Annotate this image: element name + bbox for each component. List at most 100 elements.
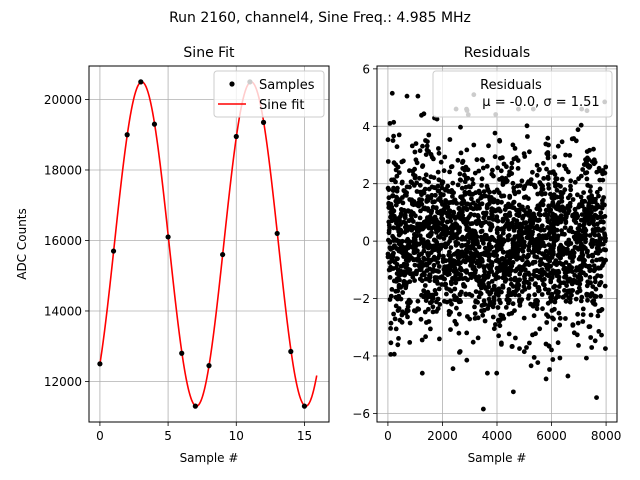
residuals-ytick-label: 6	[362, 62, 370, 76]
residual-point	[393, 303, 399, 309]
residual-point	[510, 224, 516, 230]
residual-point	[557, 315, 563, 321]
residual-point	[593, 206, 599, 211]
sample-point	[138, 79, 144, 85]
residual-point	[447, 137, 453, 142]
residual-point	[417, 175, 422, 181]
residual-point	[556, 310, 562, 316]
residual-point	[437, 275, 443, 280]
residual-point	[585, 155, 590, 161]
residual-point	[490, 167, 495, 173]
residual-point	[587, 324, 593, 329]
residual-point	[409, 143, 415, 149]
residuals-xtick-label: 4000	[482, 429, 513, 443]
residual-point	[480, 281, 486, 287]
residual-point	[403, 209, 408, 215]
residual-point	[534, 268, 540, 274]
residual-point	[565, 373, 571, 379]
residual-point	[474, 221, 480, 227]
residual-point	[422, 283, 428, 288]
residual-point	[602, 170, 608, 176]
residual-point	[390, 138, 396, 144]
residual-point	[397, 273, 402, 278]
residual-point	[499, 193, 504, 199]
residual-point	[526, 285, 532, 290]
residual-point	[417, 227, 423, 232]
residual-point	[436, 269, 441, 274]
residual-point	[575, 192, 580, 198]
residual-point	[539, 191, 545, 197]
residual-point	[428, 326, 433, 332]
residual-point	[399, 179, 405, 185]
residual-point	[479, 308, 484, 314]
residual-point	[419, 370, 425, 376]
residual-point	[554, 187, 560, 193]
residual-point	[477, 282, 482, 288]
sine-fit-grid	[89, 66, 329, 422]
residual-point	[480, 312, 486, 318]
residuals-ytick-label: 0	[362, 235, 370, 249]
residual-point	[602, 231, 607, 237]
residual-point	[407, 320, 413, 326]
residual-point	[556, 162, 562, 168]
residual-point	[535, 238, 541, 244]
residual-point	[446, 189, 451, 194]
residual-point	[578, 298, 584, 304]
residual-point	[388, 209, 394, 215]
residual-point	[458, 150, 464, 156]
residual-point	[568, 178, 574, 184]
residual-point	[537, 167, 542, 172]
residual-point	[494, 239, 500, 245]
residual-point	[396, 336, 401, 341]
residual-point	[503, 268, 509, 274]
residuals-panel: Residuals 0 2000 4000 6000 8000 −6 −4 −2 0 2 4 6 Sa…	[352, 45, 621, 465]
residual-point	[455, 241, 461, 247]
residual-point	[534, 243, 540, 249]
residual-point	[427, 278, 432, 284]
residual-point	[559, 139, 565, 145]
residual-point	[516, 213, 522, 219]
residual-point	[500, 249, 506, 255]
residual-point	[447, 169, 452, 175]
residual-point	[545, 300, 551, 306]
sine-fit-xtick-label: 5	[164, 429, 172, 443]
residual-point	[589, 345, 595, 350]
residual-point	[385, 159, 391, 164]
residual-point	[603, 247, 608, 253]
sine-fit-ytick-label: 12000	[44, 375, 82, 389]
residual-point	[393, 179, 398, 185]
residual-point	[549, 296, 554, 302]
residual-point	[472, 316, 478, 321]
residual-point	[418, 266, 424, 272]
residual-point	[592, 293, 597, 299]
residual-point	[585, 182, 591, 188]
residual-point	[584, 283, 590, 289]
residual-point	[515, 166, 521, 171]
residual-point	[577, 238, 583, 244]
residual-point	[459, 253, 465, 259]
residual-point	[522, 154, 528, 159]
residual-point	[393, 198, 399, 204]
residual-point	[544, 151, 550, 157]
residual-point	[569, 136, 575, 142]
residual-point	[492, 287, 498, 292]
residual-point	[517, 271, 523, 277]
residual-point	[439, 185, 445, 191]
residual-point	[423, 172, 429, 178]
residual-point	[570, 248, 576, 254]
residual-point	[429, 257, 434, 263]
residual-point	[412, 278, 417, 283]
residual-point	[441, 168, 447, 174]
residual-point	[434, 116, 440, 122]
residual-point	[488, 195, 494, 200]
residuals-ytick-label: 4	[362, 120, 370, 134]
residual-point	[552, 306, 557, 312]
residual-point	[400, 290, 406, 295]
residual-point	[526, 196, 531, 202]
residual-point	[548, 279, 554, 285]
residual-point	[492, 154, 498, 160]
residual-point	[564, 251, 570, 256]
residual-point	[405, 314, 410, 320]
residual-point	[387, 121, 393, 126]
residual-point	[420, 143, 425, 149]
